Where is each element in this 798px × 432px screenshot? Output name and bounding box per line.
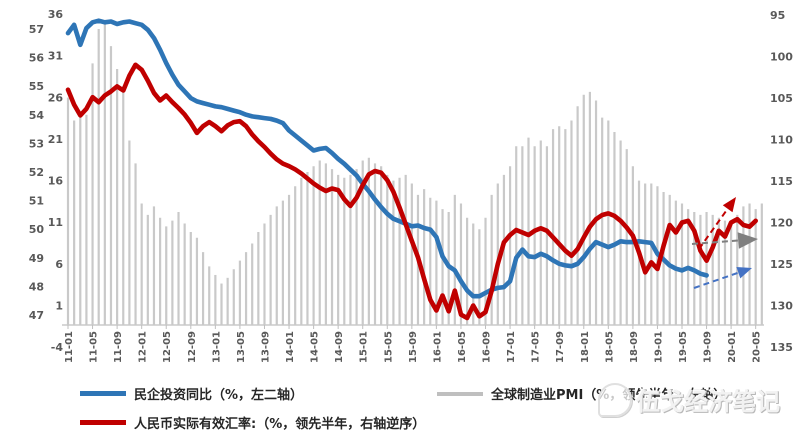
gray-right-forecast-arrow	[691, 239, 741, 245]
x-axis-tick-label: 2015-05	[383, 331, 394, 362]
x-axis-tick-label: 2012-01	[138, 331, 149, 362]
x-axis-tick-label: 2017-01	[506, 331, 517, 362]
x-axis-tick-label: 2013-05	[236, 331, 247, 362]
y-axis-left-pmi-label: 47	[29, 309, 44, 322]
y-axis-left-pmi-label: 56	[29, 52, 45, 65]
x-axis-tick-label: 2014-01	[285, 331, 296, 362]
y-axis-left2-investment-label: -4	[51, 341, 64, 354]
blue-up-forecast-arrow	[693, 271, 741, 289]
x-axis-tick-label: 2019-09	[703, 331, 714, 362]
x-axis-tick-label: 2020-01	[727, 331, 738, 362]
x-axis-tick-label: 2011-09	[113, 331, 124, 362]
x-axis-tick-label: 2019-05	[678, 331, 689, 362]
reer-line	[65, 62, 759, 321]
legend-item-reer: 人民币实际有效汇率:（%，领先半年，右轴逆序）	[80, 413, 425, 432]
y-axis-left2-investment-label: 36	[48, 8, 64, 21]
y-axis-left-pmi-label: 53	[29, 137, 44, 150]
y-axis-right-reer-label: 120	[770, 217, 793, 230]
y-axis-left-pmi-label: 54	[29, 109, 45, 122]
red-up-forecast-arrow	[698, 206, 730, 250]
x-axis-tick-label: 2015-09	[408, 331, 419, 362]
x-axis-tick-label: 2018-01	[580, 331, 591, 362]
y-axis-right-reer-label: 130	[770, 300, 793, 313]
y-axis-left2-investment-label: 31	[48, 50, 63, 63]
x-axis-tick-label: 2014-09	[334, 331, 345, 362]
x-axis-tick-label: 2012-05	[162, 331, 173, 362]
y-axis-left2-investment-label: 21	[48, 133, 63, 146]
legend-line-gray-swatch	[437, 391, 483, 396]
y-axis-right-reer-label: 125	[770, 258, 793, 271]
y-axis-left2-investment-label: 1	[55, 299, 63, 312]
x-axis-tick-label: 2016-01	[432, 331, 443, 362]
red-up-forecast-arrow-head	[722, 197, 736, 213]
x-axis-tick-label: 2011-05	[89, 331, 100, 362]
legend-label-global-pmi: 全球制造业PMI（%，领先半年，左轴）	[491, 388, 727, 403]
y-axis-left2-investment-label: 26	[48, 91, 64, 104]
x-axis-tick-label: 2012-09	[187, 331, 198, 362]
y-axis-left2-investment-label: 6	[55, 258, 63, 271]
x-axis-tick-label: 2019-01	[653, 331, 664, 362]
legend-line-blue-swatch	[80, 391, 126, 396]
y-axis-right-reer-label: 100	[770, 51, 793, 64]
private-investment-line	[65, 18, 709, 299]
x-axis-tick-label: 2018-09	[629, 331, 640, 362]
y-axis-left-pmi-label: 50	[29, 223, 45, 236]
y-axis-left-pmi-label: 48	[29, 280, 44, 293]
x-axis-tick-label: 2017-09	[555, 331, 566, 362]
legend-label-private-investment: 民企投资同比（%，左二轴）	[134, 388, 304, 403]
x-axis-tick-label: 2013-09	[260, 331, 271, 362]
y-axis-left-pmi-label: 49	[29, 252, 44, 265]
y-axis-left2-investment-label: 16	[48, 175, 64, 188]
x-axis-tick-label: 2016-05	[457, 331, 468, 362]
combo-chart-canvas: 2011-01 2011-05 2011-09 2012-01 2012-05 2012-…	[29, 8, 794, 362]
legend-item-global-pmi: 全球制造业PMI（%，领先半年，左轴）	[437, 384, 726, 403]
x-axis-tick-label: 2015-01	[359, 331, 370, 362]
gray-right-forecast-arrow-head	[737, 232, 758, 249]
y-axis-left2-investment-label: 11	[48, 216, 63, 229]
y-axis-left-pmi-label: 52	[29, 166, 44, 179]
legend-label-reer: 人民币实际有效汇率:（%，领先半年，右轴逆序）	[134, 417, 426, 432]
x-axis-tick-label: 2011-01	[64, 331, 75, 362]
y-axis-right-reer-label: 105	[770, 92, 793, 105]
y-axis-right-reer-label: 115	[770, 175, 793, 188]
x-axis-tick-label: 2017-05	[531, 331, 542, 362]
y-axis-right-reer-label: 110	[770, 134, 793, 147]
x-axis-tick-label: 2020-05	[752, 331, 763, 362]
y-axis-left-pmi-label: 55	[29, 80, 44, 93]
x-axis-tick-label: 2013-01	[211, 331, 222, 362]
x-axis-tick-label: 2016-09	[482, 331, 493, 362]
y-axis-right-reer-label: 95	[770, 9, 785, 22]
y-axis-right-reer-label: 135	[770, 341, 793, 354]
legend-line-red-swatch	[80, 420, 126, 425]
x-axis-tick-label: 2018-05	[604, 331, 615, 362]
y-axis-left-pmi-label: 57	[29, 23, 44, 36]
x-axis-tick-label: 2014-05	[310, 331, 321, 362]
y-axis-left-pmi-label: 51	[29, 195, 44, 208]
blue-up-forecast-arrow-head	[736, 267, 752, 279]
pmi-bar-series	[66, 20, 763, 325]
legend-item-private-investment: 民企投资同比（%，左二轴）	[80, 384, 303, 403]
